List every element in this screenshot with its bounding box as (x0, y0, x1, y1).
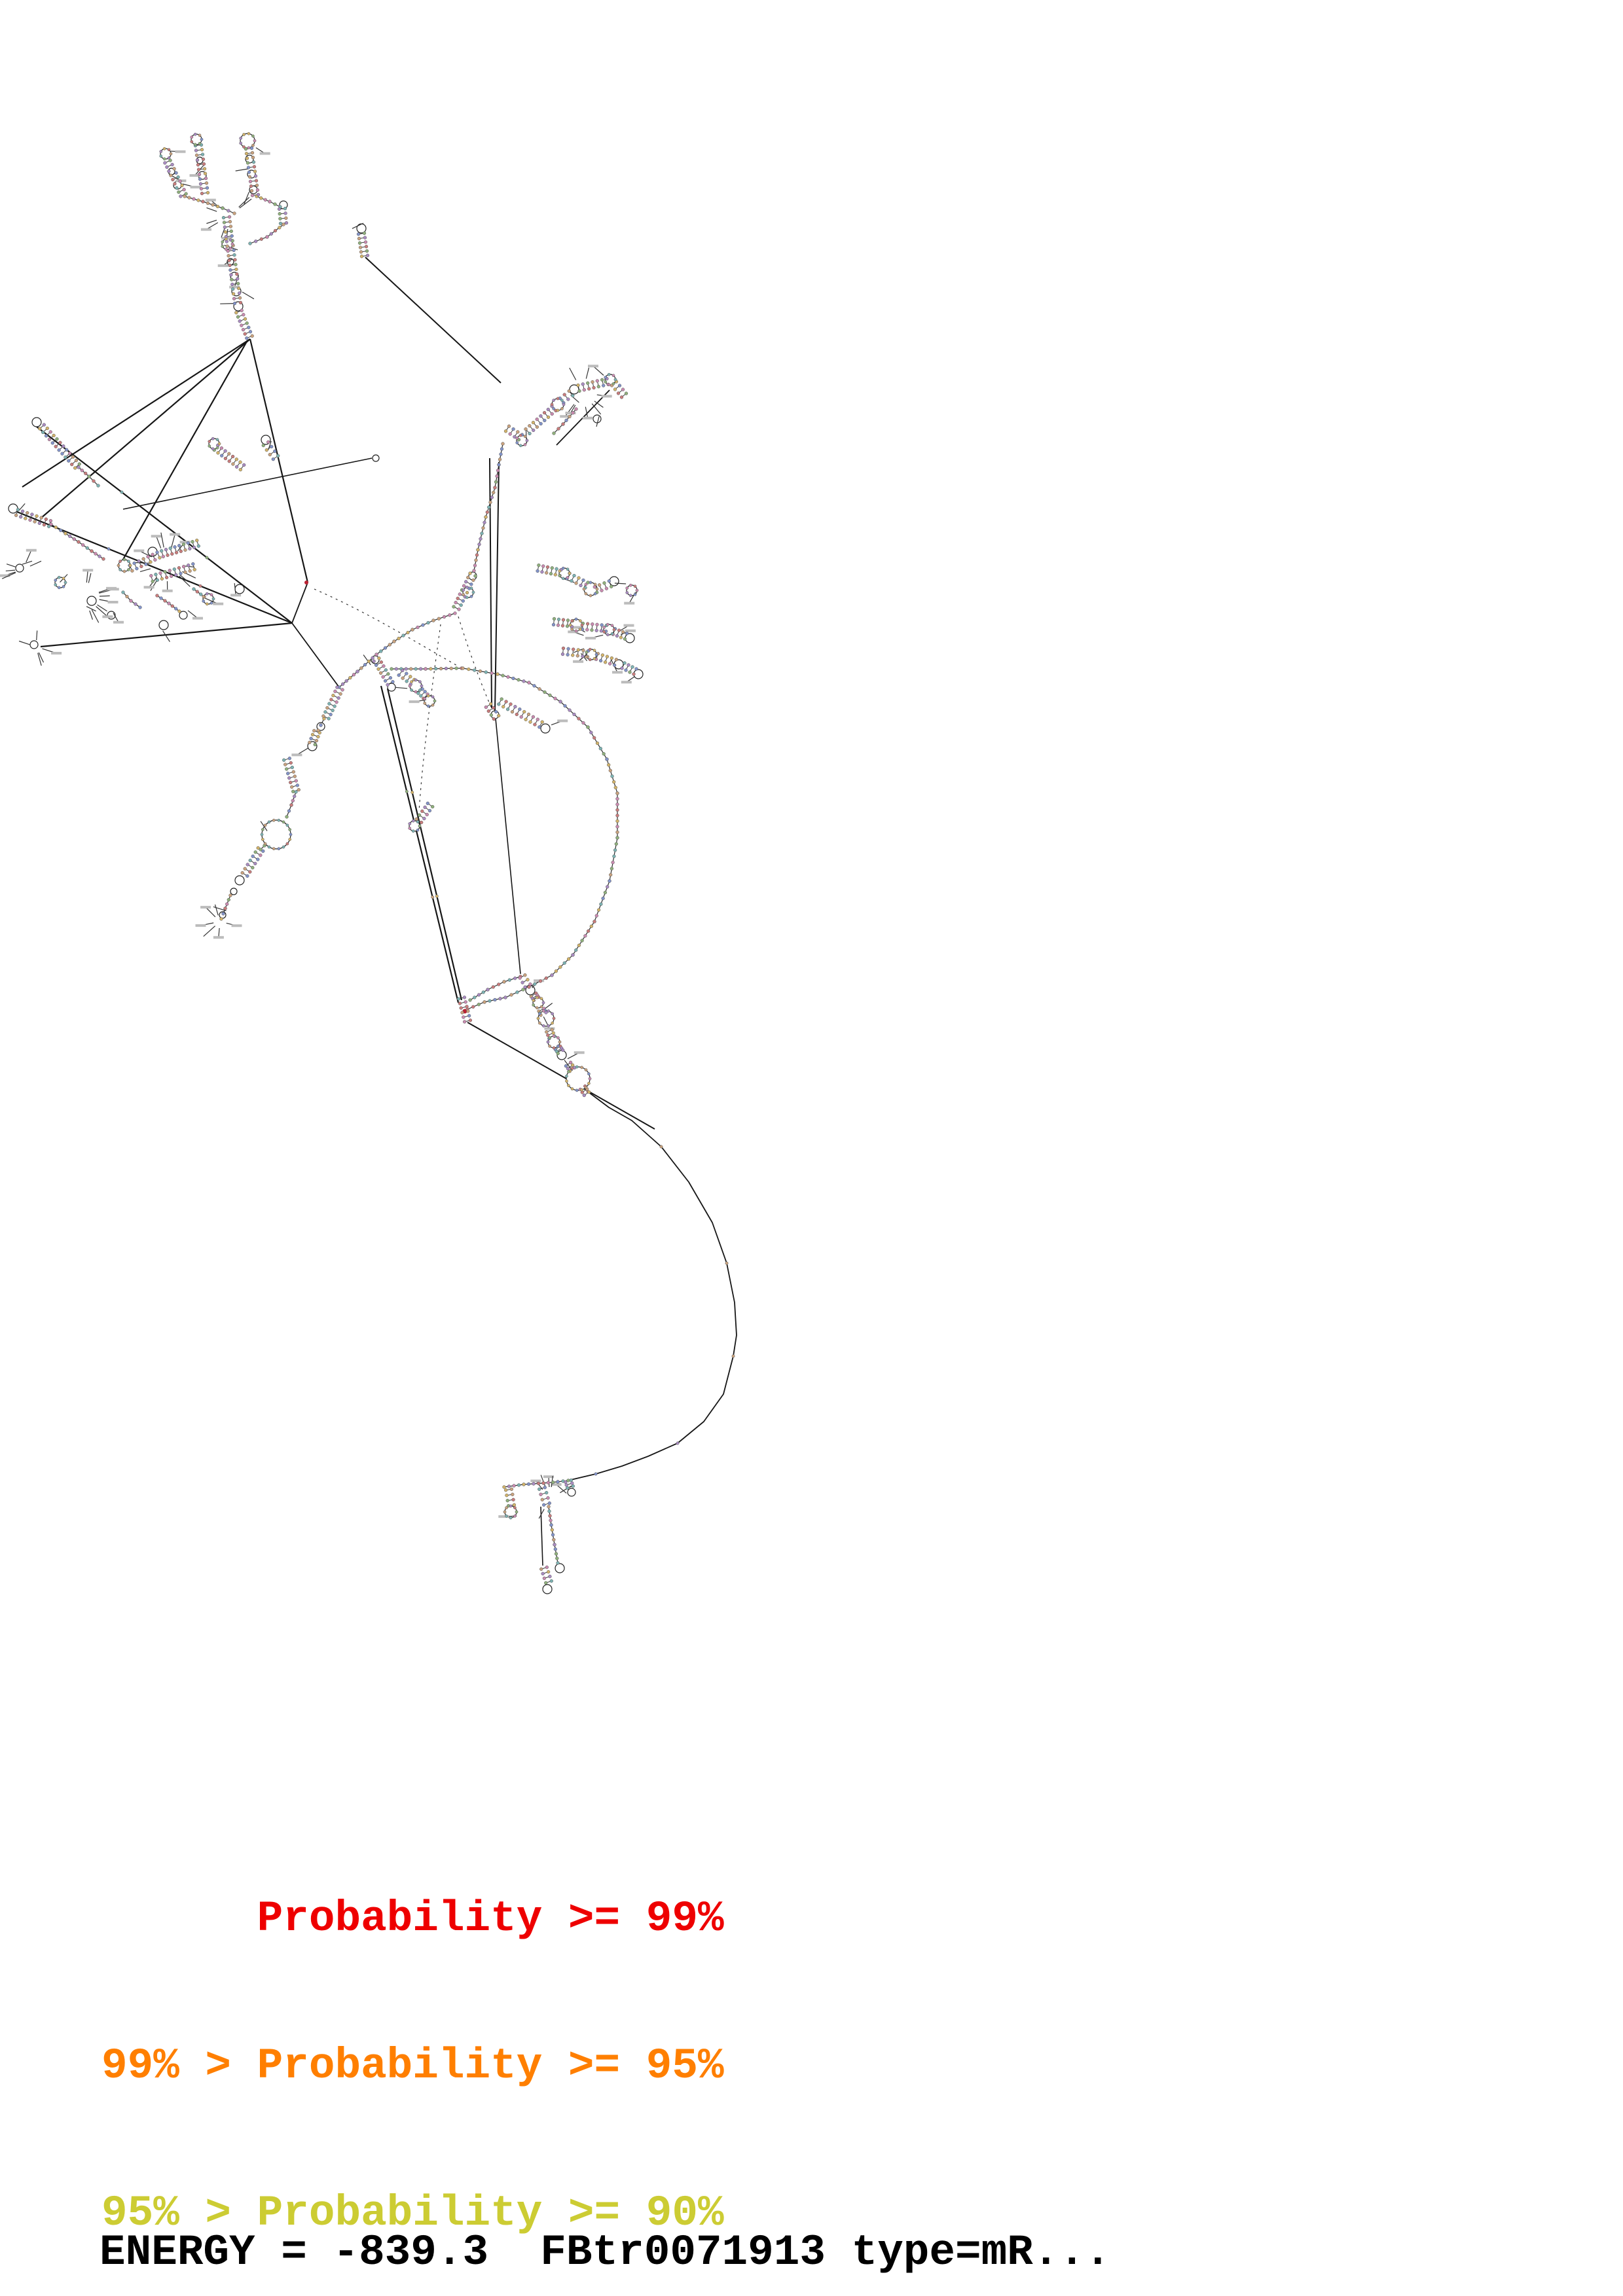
structure-long-lines (16, 257, 737, 1566)
structure-ticks (0, 147, 636, 1519)
legend-entry-ge99: Probability >= 99% (101, 1894, 724, 1943)
legend-entry-90-95: 95% > Probability >= 90% (101, 2189, 724, 2238)
structure-chains (50, 196, 618, 1564)
legend-entry-95-99: 99% > Probability >= 95% (101, 2041, 724, 2090)
structure-loops (8, 133, 644, 1594)
structure-dashed-connectors (314, 588, 492, 812)
probability-legend: Probability >= 99% 99% > Probability >= … (101, 1796, 724, 2296)
energy-annotation: ENERGY = -839.3 FBtr0071913 type=mR... (100, 2228, 1111, 2277)
structure-stems (16, 144, 637, 1583)
